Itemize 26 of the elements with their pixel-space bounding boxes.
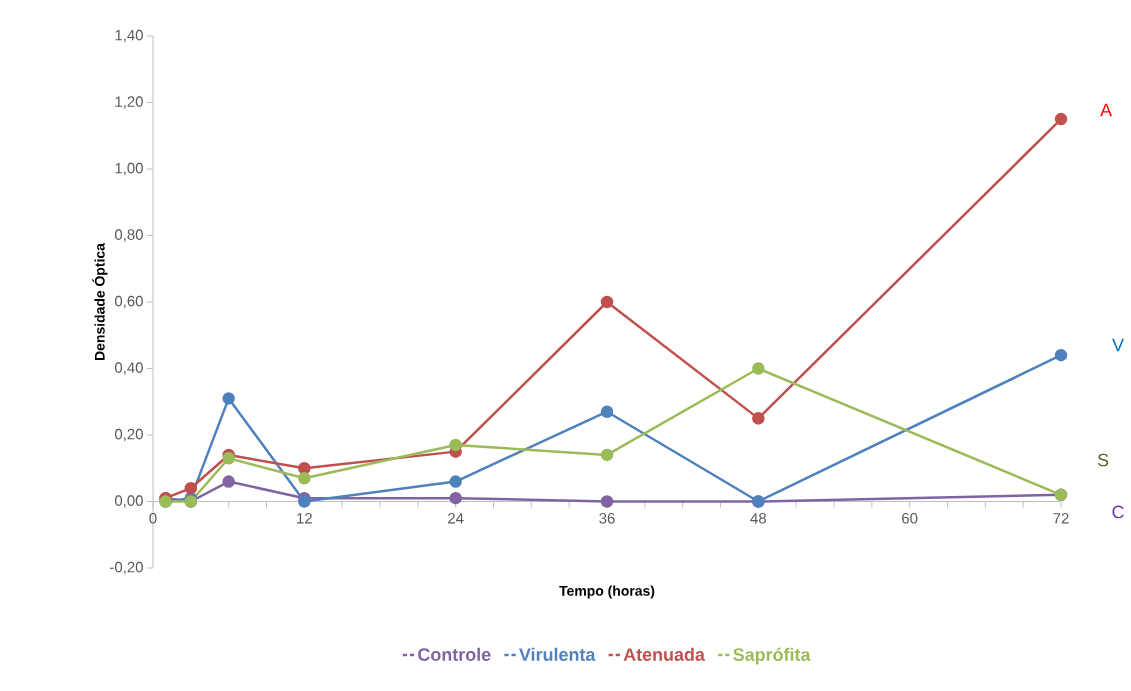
- y-tick-label: -0,20: [110, 561, 143, 575]
- y-tick-label: 0,00: [114, 495, 143, 508]
- y-tick-label: 0,80: [114, 229, 143, 242]
- y-axis-title: Densidade Óptica: [92, 243, 108, 360]
- text: A: [1100, 103, 1112, 117]
- x-tick-label: 72: [1053, 513, 1069, 524]
- x-tick-label: 48: [750, 513, 766, 524]
- y-tick-label: 1,00: [115, 162, 143, 176]
- text: C: [1112, 505, 1124, 519]
- x-tick-label: 0: [149, 513, 157, 524]
- x-tick-label: 36: [599, 513, 615, 524]
- y-tick-label: 0,40: [114, 362, 143, 375]
- text: V: [1112, 338, 1124, 352]
- x-tick-label: 12: [297, 513, 312, 524]
- legend-label: Controle: [418, 647, 491, 661]
- legend-label: Atenuada: [623, 647, 706, 661]
- text: S: [1097, 453, 1109, 467]
- legend-label: Saprófita: [733, 647, 811, 665]
- y-tick-label: 1,40: [115, 29, 143, 43]
- x-tick-label: 60: [902, 513, 918, 524]
- legend-label: Virulenta: [519, 647, 596, 661]
- y-tick-label: 0,20: [114, 428, 143, 442]
- y-tick-label: 0,60: [114, 295, 143, 309]
- y-tick-label: 1,20: [115, 96, 143, 109]
- x-tick-label: 24: [448, 513, 464, 524]
- x-axis-title: Tempo (horas): [559, 585, 655, 599]
